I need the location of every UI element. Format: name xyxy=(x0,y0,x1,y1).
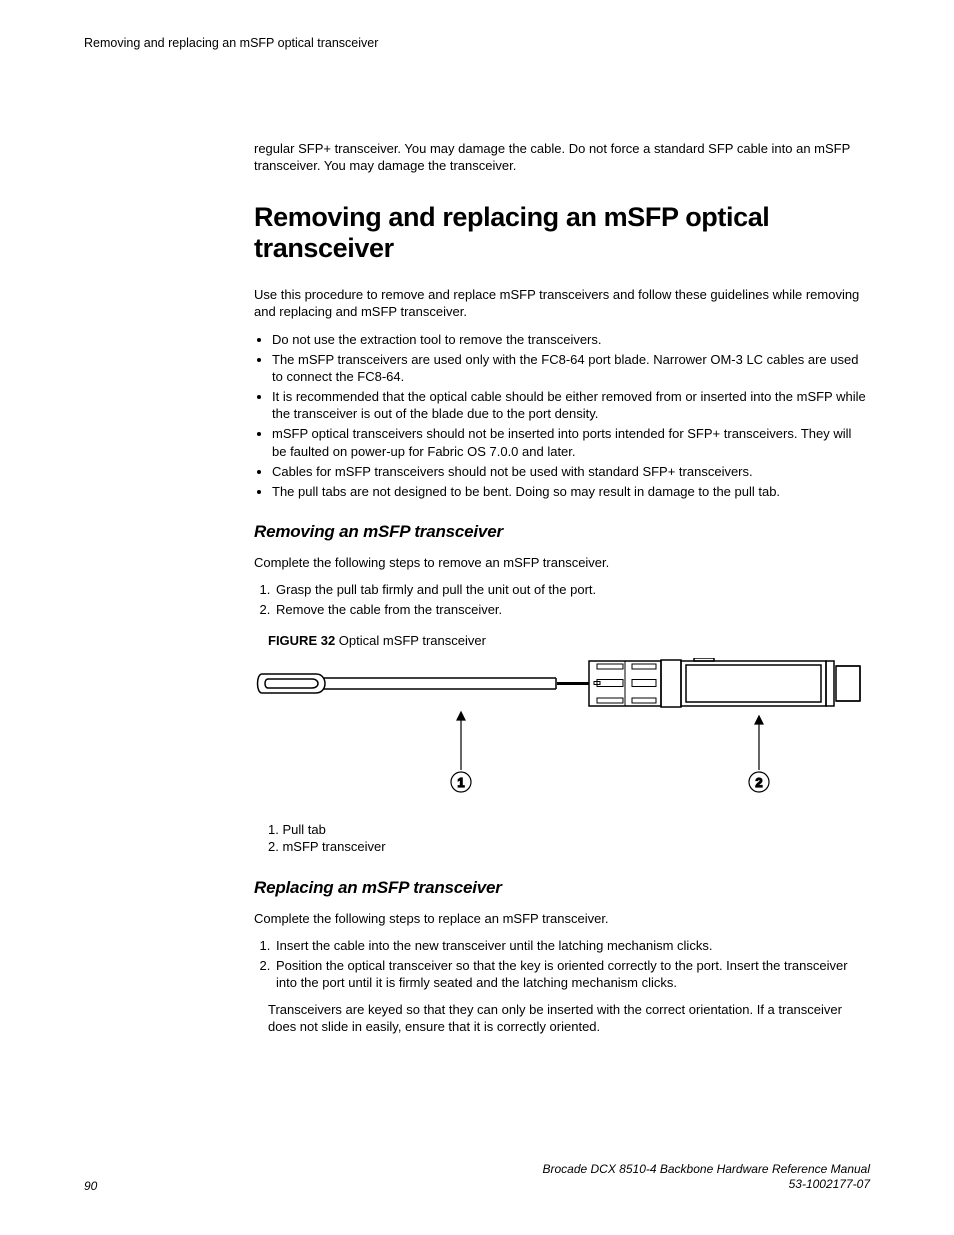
footer-doc-id: 53-1002177-07 xyxy=(542,1177,870,1193)
guideline-item: Cables for mSFP transceivers should not … xyxy=(272,463,866,480)
section-title: Removing and replacing an mSFP optical t… xyxy=(254,202,866,264)
figure: 1 2 xyxy=(254,658,866,813)
removing-step: Grasp the pull tab firmly and pull the u… xyxy=(274,581,866,598)
replacing-step: Position the optical transceiver so that… xyxy=(274,957,866,991)
legend-item: 2. mSFP transceiver xyxy=(268,838,866,856)
page: Removing and replacing an mSFP optical t… xyxy=(0,0,954,1235)
removing-step: Remove the cable from the transceiver. xyxy=(274,601,866,618)
section-intro: Use this procedure to remove and replace… xyxy=(254,286,866,320)
guideline-item: It is recommended that the optical cable… xyxy=(272,388,866,422)
replacing-intro: Complete the following steps to replace … xyxy=(254,910,866,927)
intro-continuation: regular SFP+ transceiver. You may damage… xyxy=(254,140,866,174)
replacing-step: Insert the cable into the new transceive… xyxy=(274,937,866,954)
page-number: 90 xyxy=(84,1179,97,1193)
footer: 90 Brocade DCX 8510-4 Backbone Hardware … xyxy=(84,1162,870,1193)
content: regular SFP+ transceiver. You may damage… xyxy=(254,140,866,1036)
footer-doc-info: Brocade DCX 8510-4 Backbone Hardware Ref… xyxy=(542,1162,870,1193)
figure-label: FIGURE 32 xyxy=(268,633,335,648)
legend-item: 1. Pull tab xyxy=(268,821,866,839)
guideline-item: mSFP optical transceivers should not be … xyxy=(272,425,866,459)
replacing-note: Transceivers are keyed so that they can … xyxy=(268,1001,866,1035)
figure-title: Optical mSFP transceiver xyxy=(335,633,486,648)
guidelines-list: Do not use the extraction tool to remove… xyxy=(254,331,866,500)
guideline-item: The pull tabs are not designed to be ben… xyxy=(272,483,866,500)
running-head: Removing and replacing an mSFP optical t… xyxy=(84,36,870,50)
replacing-heading: Replacing an mSFP transceiver xyxy=(254,878,866,898)
replacing-steps: Insert the cable into the new transceive… xyxy=(254,937,866,991)
guideline-item: Do not use the extraction tool to remove… xyxy=(272,331,866,348)
removing-heading: Removing an mSFP transceiver xyxy=(254,522,866,542)
figure-caption: FIGURE 32 Optical mSFP transceiver xyxy=(268,633,866,648)
figure-legend: 1. Pull tab 2. mSFP transceiver xyxy=(268,821,866,856)
footer-doc-title: Brocade DCX 8510-4 Backbone Hardware Ref… xyxy=(542,1162,870,1178)
callout-2-label: 2 xyxy=(755,775,762,790)
callout-1-label: 1 xyxy=(457,775,464,790)
guideline-item: The mSFP transceivers are used only with… xyxy=(272,351,866,385)
removing-intro: Complete the following steps to remove a… xyxy=(254,554,866,571)
removing-steps: Grasp the pull tab firmly and pull the u… xyxy=(254,581,866,618)
msfp-diagram-icon: 1 2 xyxy=(254,658,870,808)
